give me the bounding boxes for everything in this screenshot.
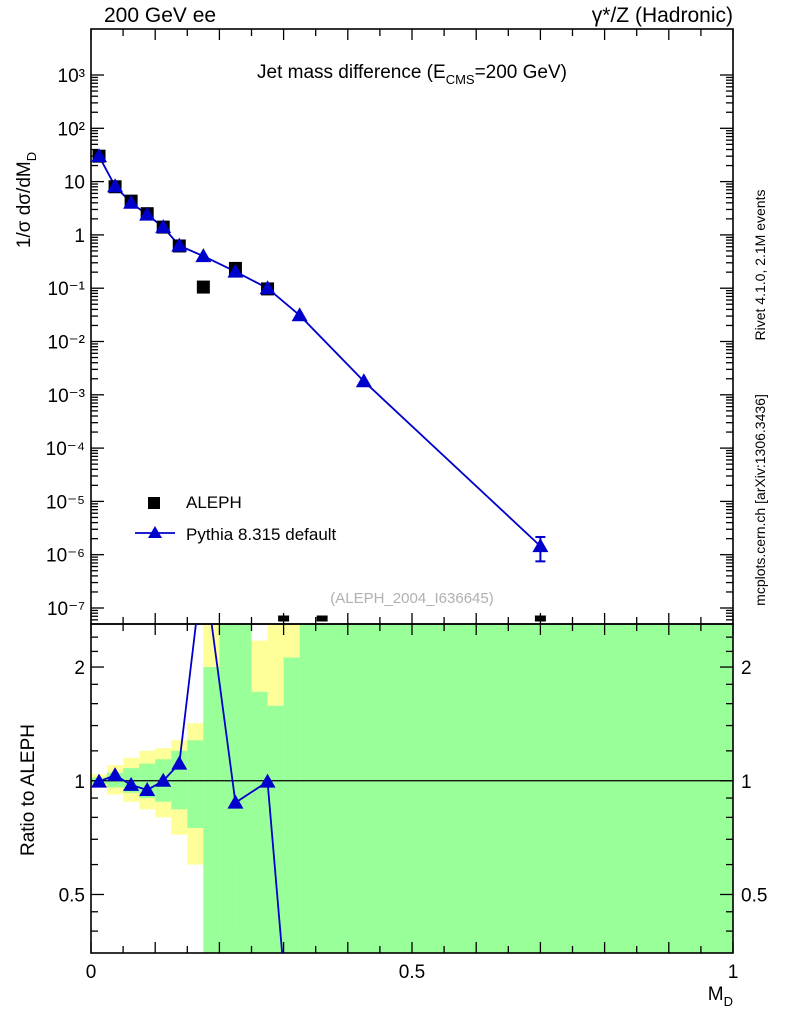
ratio-data-point	[123, 776, 140, 791]
main-series-group	[91, 148, 549, 622]
pythia-data-point	[171, 237, 188, 252]
ratio-y-axis-label: Ratio to ALEPH	[18, 724, 39, 856]
ratio-line	[98, 624, 284, 953]
ratio-series-group	[91, 624, 284, 953]
plot-title-subscript: CMS	[446, 72, 475, 87]
aleph-data-point	[534, 615, 546, 622]
pythia-data-point	[155, 219, 172, 234]
pythia-data-point	[227, 263, 244, 278]
plot-title-tail: =200 GeV)	[475, 62, 567, 83]
ratio-y-tick-labels: 0.5 0.5 1 1 2 2	[59, 658, 768, 906]
ratio-data-point	[227, 794, 244, 809]
ratio-y-tick-label: 1	[74, 772, 85, 793]
ratio-data-point	[91, 773, 108, 788]
main-y-axis-label: 1/σ dσ/dMD	[14, 152, 39, 248]
ratio-panel-ticks	[90, 624, 734, 953]
ratio-data-point	[155, 772, 172, 787]
header-left-label: 200 GeV ee	[104, 4, 216, 27]
ratio-data-point	[139, 782, 156, 797]
pythia-data-point	[139, 206, 156, 221]
main-y-tick-labels: 10³ 10² 10 1 10⁻¹ 10⁻² 10⁻³ 10⁻⁴ 10⁻⁵ 10⁻⁶ 10⁻⁷	[46, 66, 85, 620]
ratio-y-tick-label-right: 2	[741, 658, 752, 679]
y-tick-label: 10⁻²	[48, 333, 86, 354]
ratio-clip-group	[91, 624, 284, 953]
ratio-data-point	[171, 755, 188, 770]
aleph-data-point	[278, 615, 290, 622]
legend-marker-pythia	[148, 526, 162, 538]
ratio-band-green	[187, 740, 204, 828]
mcplots-source-label: mcplots.cern.ch [arXiv:1306.3436]	[752, 394, 768, 606]
y-tick-label: 10⁻¹	[48, 279, 86, 300]
x-tick-label: 1	[728, 962, 739, 983]
ratio-band-green	[251, 691, 268, 953]
ratio-band-green	[283, 657, 300, 953]
legend: ALEPH Pythia 8.315 default	[135, 493, 337, 544]
ratio-band-green	[203, 667, 220, 953]
legend-label-aleph: ALEPH	[186, 493, 242, 512]
main-y-axis-label-subscript: D	[24, 152, 39, 161]
y-tick-label: 10⁻⁶	[46, 546, 85, 567]
ratio-y-tick-label: 0.5	[59, 885, 85, 906]
ratio-y-tick-label-right: 1	[741, 772, 752, 793]
ratio-y-tick-label: 2	[74, 658, 85, 679]
y-tick-label: 1	[74, 226, 85, 247]
y-tick-label: 10⁻⁷	[47, 599, 85, 620]
legend-marker-aleph	[148, 497, 160, 509]
pythia-data-point	[532, 538, 549, 553]
header-right-label: γ*/Z (Hadronic)	[592, 4, 733, 27]
rivet-version-label: Rivet 4.1.0, 2.1M events	[752, 190, 768, 341]
plot-title: Jet mass difference (ECMS=200 GeV)	[257, 62, 567, 87]
pythia-data-point	[291, 307, 308, 322]
x-tick-label: 0.5	[399, 962, 425, 983]
y-tick-label: 10⁻⁴	[46, 439, 85, 460]
pythia-data-point	[107, 178, 124, 193]
pythia-data-point	[259, 280, 276, 295]
aleph-data-point	[316, 615, 328, 622]
pythia-data-point	[195, 248, 212, 263]
x-axis-label-subscript: D	[724, 994, 733, 1009]
y-tick-label: 10³	[58, 66, 85, 87]
y-tick-label: 10	[64, 173, 85, 194]
main-y-axis-label-text: 1/σ dσ/dM	[14, 161, 35, 248]
ratio-band-yellow	[251, 640, 268, 692]
x-axis-label-text: M	[708, 984, 724, 1005]
ratio-data-point	[259, 773, 276, 788]
pythia-data-point	[91, 148, 108, 163]
ratio-y-tick-label-right: 0.5	[741, 885, 767, 906]
y-tick-label: 10⁻⁵	[46, 492, 85, 513]
pythia-data-point	[355, 373, 372, 388]
ratio-band-yellow	[283, 624, 300, 658]
pythia-data-point	[123, 194, 140, 209]
analysis-id-watermark: (ALEPH_2004_I636645)	[330, 590, 493, 607]
aleph-data-point	[196, 280, 210, 294]
plot-title-main: Jet mass difference (E	[257, 62, 446, 83]
y-tick-label: 10²	[58, 119, 85, 140]
legend-label-pythia: Pythia 8.315 default	[186, 525, 337, 544]
x-tick-label: 0	[86, 962, 97, 983]
ratio-band-green	[267, 705, 284, 953]
pythia-line	[98, 155, 542, 547]
ratio-band-green	[299, 624, 733, 953]
ratio-uncertainty-bands	[91, 624, 733, 953]
ratio-data-point	[107, 767, 124, 782]
x-tick-labels: 0 0.5 1	[86, 962, 739, 983]
ratio-band-yellow	[267, 624, 284, 706]
x-axis-label: MD	[708, 984, 733, 1009]
ratio-band-green	[235, 624, 252, 953]
y-tick-label: 10⁻³	[48, 386, 86, 407]
